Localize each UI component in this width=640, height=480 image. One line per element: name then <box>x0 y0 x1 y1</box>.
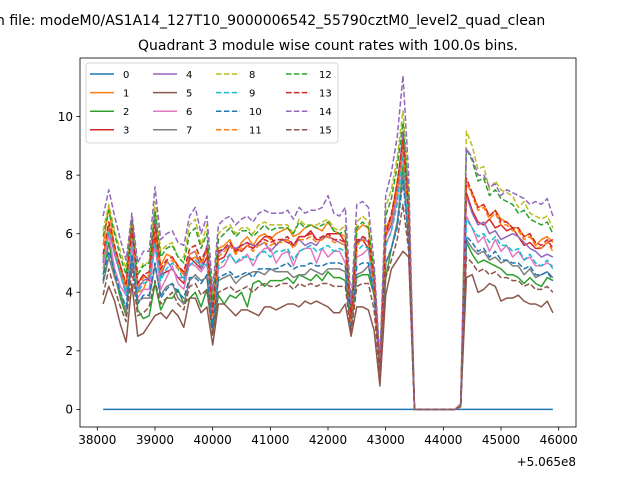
legend-label-13: 13 <box>319 88 332 99</box>
series-line-15 <box>102 203 554 411</box>
legend-label-8: 8 <box>249 70 255 81</box>
x-tick-label: 42000 <box>309 433 347 447</box>
y-tick-label: 6 <box>65 227 73 241</box>
legend-label-12: 12 <box>319 70 332 81</box>
legend-label-2: 2 <box>123 107 129 118</box>
x-tick-label: 43000 <box>367 433 405 447</box>
x-tick-label: 45000 <box>482 433 520 447</box>
x-axis: 38000 39000 40000 41000 42000 43000 44000 45000… <box>78 427 578 447</box>
legend-label-6: 6 <box>186 107 192 118</box>
series-line-7 <box>102 174 554 411</box>
series-line-12 <box>102 121 554 411</box>
series-line-5 <box>102 250 554 411</box>
legend-label-7: 7 <box>186 126 192 137</box>
legend-label-5: 5 <box>186 88 192 99</box>
legend-label-9: 9 <box>249 88 255 99</box>
x-offset-label: +5.065e8 <box>517 455 576 469</box>
chart-suptitle: n file: modeM0/AS1A14_127T10_9000006542_… <box>0 13 545 29</box>
legend-label-0: 0 <box>123 70 129 81</box>
series-layer <box>102 74 554 411</box>
legend-label-11: 11 <box>249 126 262 137</box>
series-line-6 <box>102 153 554 411</box>
x-tick-label: 39000 <box>136 433 174 447</box>
y-tick-label: 10 <box>58 110 73 124</box>
y-tick-label: 0 <box>65 403 73 417</box>
y-tick-label: 2 <box>65 344 73 358</box>
series-line-10 <box>102 180 554 411</box>
x-tick-label: 46000 <box>540 433 578 447</box>
y-tick-label: 4 <box>65 286 73 300</box>
series-line-11 <box>102 145 554 411</box>
legend-label-15: 15 <box>319 126 332 137</box>
x-tick-label: 40000 <box>194 433 232 447</box>
y-axis: 0 2 4 6 8 10 <box>58 110 80 417</box>
series-line-13 <box>102 139 554 411</box>
chart-title: Quadrant 3 module wise count rates with … <box>138 38 518 54</box>
x-tick-label: 44000 <box>424 433 462 447</box>
x-tick-label: 38000 <box>78 433 116 447</box>
legend-frame <box>85 62 339 144</box>
legend-label-3: 3 <box>123 126 129 137</box>
series-line-2 <box>102 165 554 411</box>
x-tick-label: 41000 <box>251 433 289 447</box>
y-tick-label: 8 <box>65 168 73 182</box>
series-line-14 <box>102 74 554 411</box>
legend-label-4: 4 <box>186 70 192 81</box>
legend-label-1: 1 <box>123 88 129 99</box>
legend-label-10: 10 <box>249 107 262 118</box>
legend-label-14: 14 <box>319 107 332 118</box>
